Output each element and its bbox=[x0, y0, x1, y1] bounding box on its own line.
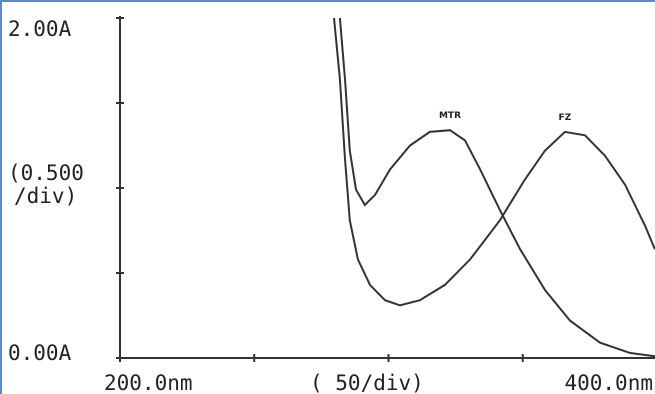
y-tick-label: 0.00A bbox=[8, 341, 72, 365]
spectrum-line bbox=[333, 17, 655, 307]
x-tick-label: 400.0nm bbox=[564, 371, 653, 394]
series-label: FZ bbox=[559, 113, 572, 123]
y-axis-label: /div) bbox=[14, 184, 77, 208]
x-axis-label: ( 50/div) bbox=[310, 371, 424, 394]
spectrum-line bbox=[338, 17, 655, 358]
y-tick-label: 2.00A bbox=[8, 17, 72, 41]
y-axis-label: (0.500 bbox=[8, 161, 84, 185]
series-label: MTR bbox=[439, 111, 461, 121]
x-tick-label: 200.0nm bbox=[104, 371, 193, 394]
